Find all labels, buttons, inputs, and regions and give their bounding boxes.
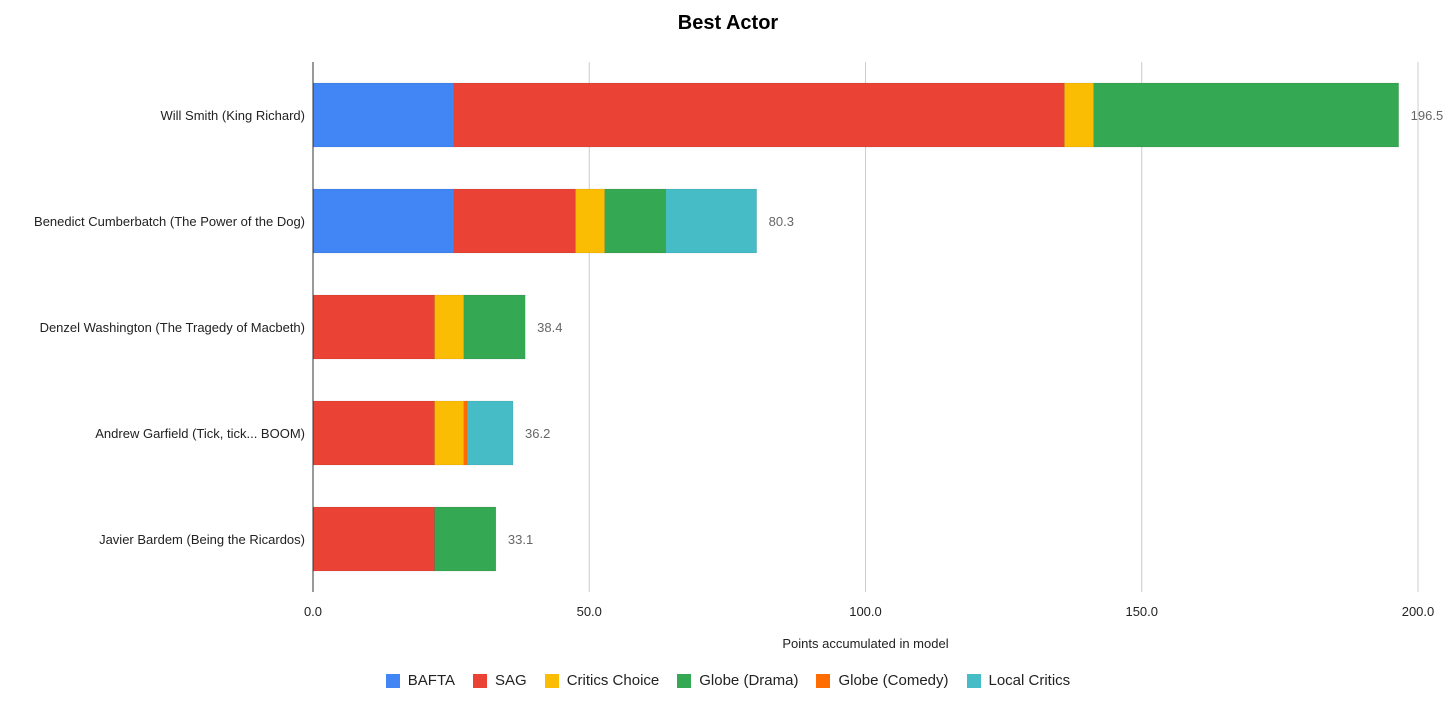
- bar-segment-sag: [312, 506, 435, 572]
- legend-item: Critics Choice: [544, 672, 660, 689]
- bar-segment-bafta: [312, 82, 455, 148]
- total-data-label: 36.2: [525, 426, 550, 441]
- category-label: Benedict Cumberbatch (The Power of the D…: [34, 214, 305, 229]
- legend-label: Local Critics: [988, 672, 1071, 689]
- chart-title: Best Actor: [677, 12, 779, 34]
- legend-swatch: [473, 673, 488, 688]
- bar-segment-sag: [453, 82, 1065, 148]
- legend-swatch: [966, 673, 981, 688]
- legend-item: Globe (Drama): [677, 672, 798, 689]
- legend: BAFTA SAG Critics Choice Globe (Drama) Globe…: [0, 672, 1456, 689]
- x-tick-label: 50.0: [577, 604, 602, 619]
- x-tick-label: 0.0: [304, 604, 322, 619]
- total-data-label: 196.5: [1411, 108, 1444, 123]
- bar-segment-critics-choice: [575, 188, 605, 254]
- x-tick-label: 150.0: [1125, 604, 1158, 619]
- legend-label: Critics Choice: [566, 672, 660, 689]
- category-label: Javier Bardem (Being the Ricardos): [99, 532, 305, 547]
- bar-segment-local-critics: [466, 400, 514, 466]
- bar-segment-globe-drama: [604, 188, 666, 254]
- legend-swatch: [677, 673, 692, 688]
- bar-segment-critics-choice: [434, 294, 465, 360]
- legend-label: Globe (Comedy): [838, 672, 949, 689]
- bar-segment-sag: [312, 400, 435, 466]
- bar-segment-critics-choice: [1064, 82, 1094, 148]
- bar-segment-local-critics: [665, 188, 757, 254]
- bar-segment-sag: [453, 188, 576, 254]
- bar-segment-globe-drama: [463, 294, 526, 360]
- total-data-label: 33.1: [508, 532, 533, 547]
- bar-segment-globe-drama: [434, 506, 497, 572]
- x-tick-label: 200.0: [1402, 604, 1435, 619]
- legend-swatch: [544, 673, 559, 688]
- legend-swatch: [816, 673, 831, 688]
- category-label: Andrew Garfield (Tick, tick... BOOM): [95, 426, 305, 441]
- total-data-label: 80.3: [769, 214, 794, 229]
- legend-label: BAFTA: [407, 672, 456, 689]
- legend-item: Local Critics: [966, 672, 1071, 689]
- legend-item: Globe (Comedy): [816, 672, 949, 689]
- category-label: Will Smith (King Richard): [161, 108, 305, 123]
- x-tick-label: 100.0: [849, 604, 882, 619]
- bar-segment-critics-choice: [434, 400, 465, 466]
- legend-item: SAG: [473, 672, 527, 689]
- x-axis-title: Points accumulated in model: [782, 636, 948, 651]
- legend-swatch: [385, 673, 400, 688]
- legend-item: BAFTA: [385, 672, 456, 689]
- bar-segment-sag: [312, 294, 435, 360]
- legend-label: Globe (Drama): [699, 672, 799, 689]
- legend-label: SAG: [495, 672, 527, 689]
- total-data-label: 38.4: [537, 320, 562, 335]
- bar-segment-bafta: [312, 188, 455, 254]
- bar-segment-globe-comedy: [463, 400, 468, 466]
- category-label: Denzel Washington (The Tragedy of Macbet…: [40, 320, 305, 335]
- bar-segment-globe-drama: [1093, 82, 1399, 148]
